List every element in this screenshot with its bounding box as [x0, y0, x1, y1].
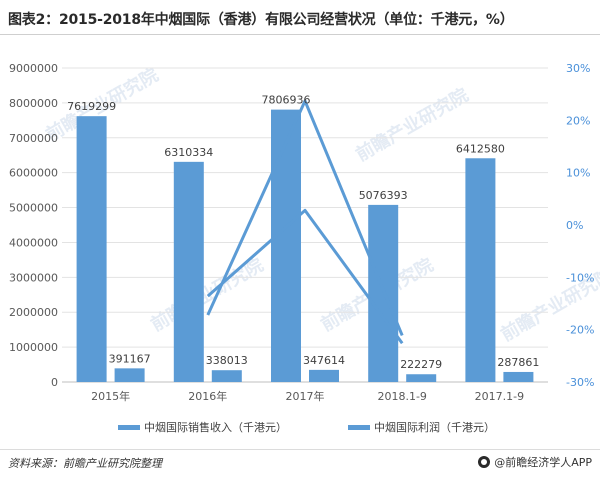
bar-value-label: 287861: [497, 356, 539, 369]
y2-tick-label: -30%: [566, 376, 594, 389]
source-note: 资料来源：前瞻产业研究院整理: [8, 457, 162, 470]
watermark-layer: 前瞻产业研究院前瞻产业研究院前瞻产业研究院前瞻产业研究院前瞻产业研究院: [42, 64, 600, 346]
growth-line: [206, 208, 404, 345]
y2-tick-label: 10%: [566, 167, 590, 180]
y2-tick-label: -20%: [566, 324, 594, 337]
bar-value-label: 6310334: [164, 146, 213, 159]
left-axis: 0 1000000 2000000 3000000 4000000 5000000 6000…: [9, 62, 58, 389]
y-tick-label: 1000000: [9, 341, 58, 354]
x-tick-label: 2016年: [188, 389, 227, 403]
bar-value-label: 5076393: [359, 189, 408, 202]
y-tick-label: 2000000: [9, 306, 58, 319]
bar-value-label: 7806936: [262, 94, 311, 107]
bar-value-label: 347614: [303, 354, 345, 367]
x-tick-label: 2017.1-9: [475, 390, 524, 403]
y-tick-label: 6000000: [9, 167, 58, 180]
bar-value-label: 222279: [400, 358, 442, 371]
brand-label: @前瞻经济学人APP: [494, 456, 592, 469]
legend: 中烟国际销售收入（千港元） 中烟国际利润（千港元）: [118, 420, 495, 434]
chart-title: 图表2：2015-2018年中烟国际（香港）有限公司经营状况（单位：千港元，%）: [8, 12, 514, 28]
revenue-bar: [271, 109, 301, 382]
y2-tick-label: 20%: [566, 114, 590, 127]
y2-tick-label: 30%: [566, 62, 590, 75]
y-tick-label: 7000000: [9, 132, 58, 145]
y2-tick-label: -10%: [566, 271, 594, 284]
profit-bar: [309, 369, 339, 382]
legend-swatch: [118, 425, 140, 430]
revenue-bar: [173, 161, 204, 382]
x-tick-label: 2015年: [91, 389, 130, 403]
y-tick-label: 3000000: [9, 271, 58, 284]
watermark-text: 前瞻产业研究院: [147, 254, 267, 336]
revenue-bar: [465, 158, 496, 382]
brand-logo-icon: [478, 456, 491, 468]
x-axis: 2015年 2016年 2017年 2018.1-9 2017.1-9: [91, 389, 524, 403]
bar-value-label: 338013: [206, 354, 248, 367]
data-labels: 7619299 391167 6310334 338013 7806936 347614 5…: [67, 94, 539, 372]
growth-line: [206, 99, 404, 336]
footer-divider: [0, 449, 600, 450]
profit-bar: [503, 371, 534, 382]
y-tick-label: 9000000: [9, 62, 58, 75]
legend-swatch: [348, 425, 370, 430]
bar-value-label: 6412580: [456, 142, 505, 155]
y-tick-label: 0: [51, 376, 58, 389]
right-axis: -30% -20% -10% 0% 10% 20% 30%: [566, 62, 594, 389]
legend-label: 中烟国际销售收入（千港元）: [144, 420, 287, 434]
bar-value-label: 391167: [109, 352, 151, 365]
title-divider: [0, 34, 600, 35]
profit-bar: [406, 374, 437, 382]
y-tick-label: 5000000: [9, 202, 58, 215]
x-tick-label: 2018.1-9: [377, 390, 426, 403]
lines: [206, 99, 404, 345]
y-tick-label: 8000000: [9, 97, 58, 110]
watermark-text: 前瞻产业研究院: [352, 84, 472, 166]
x-tick-label: 2017年: [286, 389, 325, 403]
bars: [76, 109, 534, 382]
brand-credit: @前瞻经济学人APP: [478, 454, 592, 470]
profit-bar: [114, 368, 145, 382]
legend-label: 中烟国际利润（千港元）: [374, 420, 495, 434]
revenue-bar: [76, 116, 107, 382]
bar-value-label: 7619299: [67, 100, 116, 113]
y2-tick-label: 0%: [566, 219, 583, 232]
y-tick-label: 4000000: [9, 236, 58, 249]
chart-area: 前瞻产业研究院前瞻产业研究院前瞻产业研究院前瞻产业研究院前瞻产业研究院 0100…: [9, 62, 600, 434]
profit-bar: [211, 370, 242, 382]
